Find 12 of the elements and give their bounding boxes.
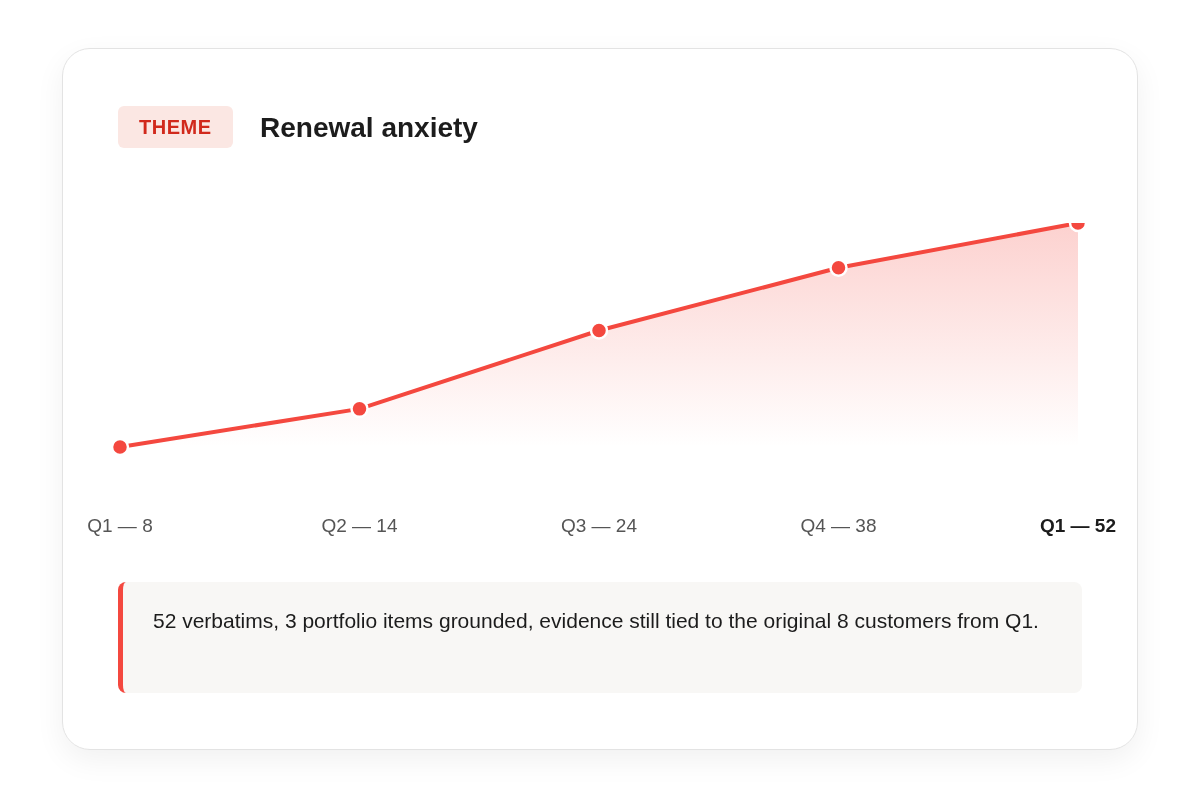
point [589,321,609,340]
chart-subtitle: THEME [118,106,233,148]
x-tick-label: Q1 — 52 [1039,515,1117,536]
point [829,258,848,278]
point [350,399,369,419]
x-tick-label: Q3 — 24 [560,515,638,536]
x-tick-label: Q2 — 14 [321,515,398,536]
x-tick-label: Q4 — 38 [800,515,877,536]
point [110,437,130,457]
text: 52 verbatims, 3 portfolio items grounded, evidence still tied to the original 8 customers from Q1. [118,582,1082,693]
chart-title: Renewal anxiety [260,111,478,145]
x-tick-label: Q1 — 8 [87,515,153,536]
